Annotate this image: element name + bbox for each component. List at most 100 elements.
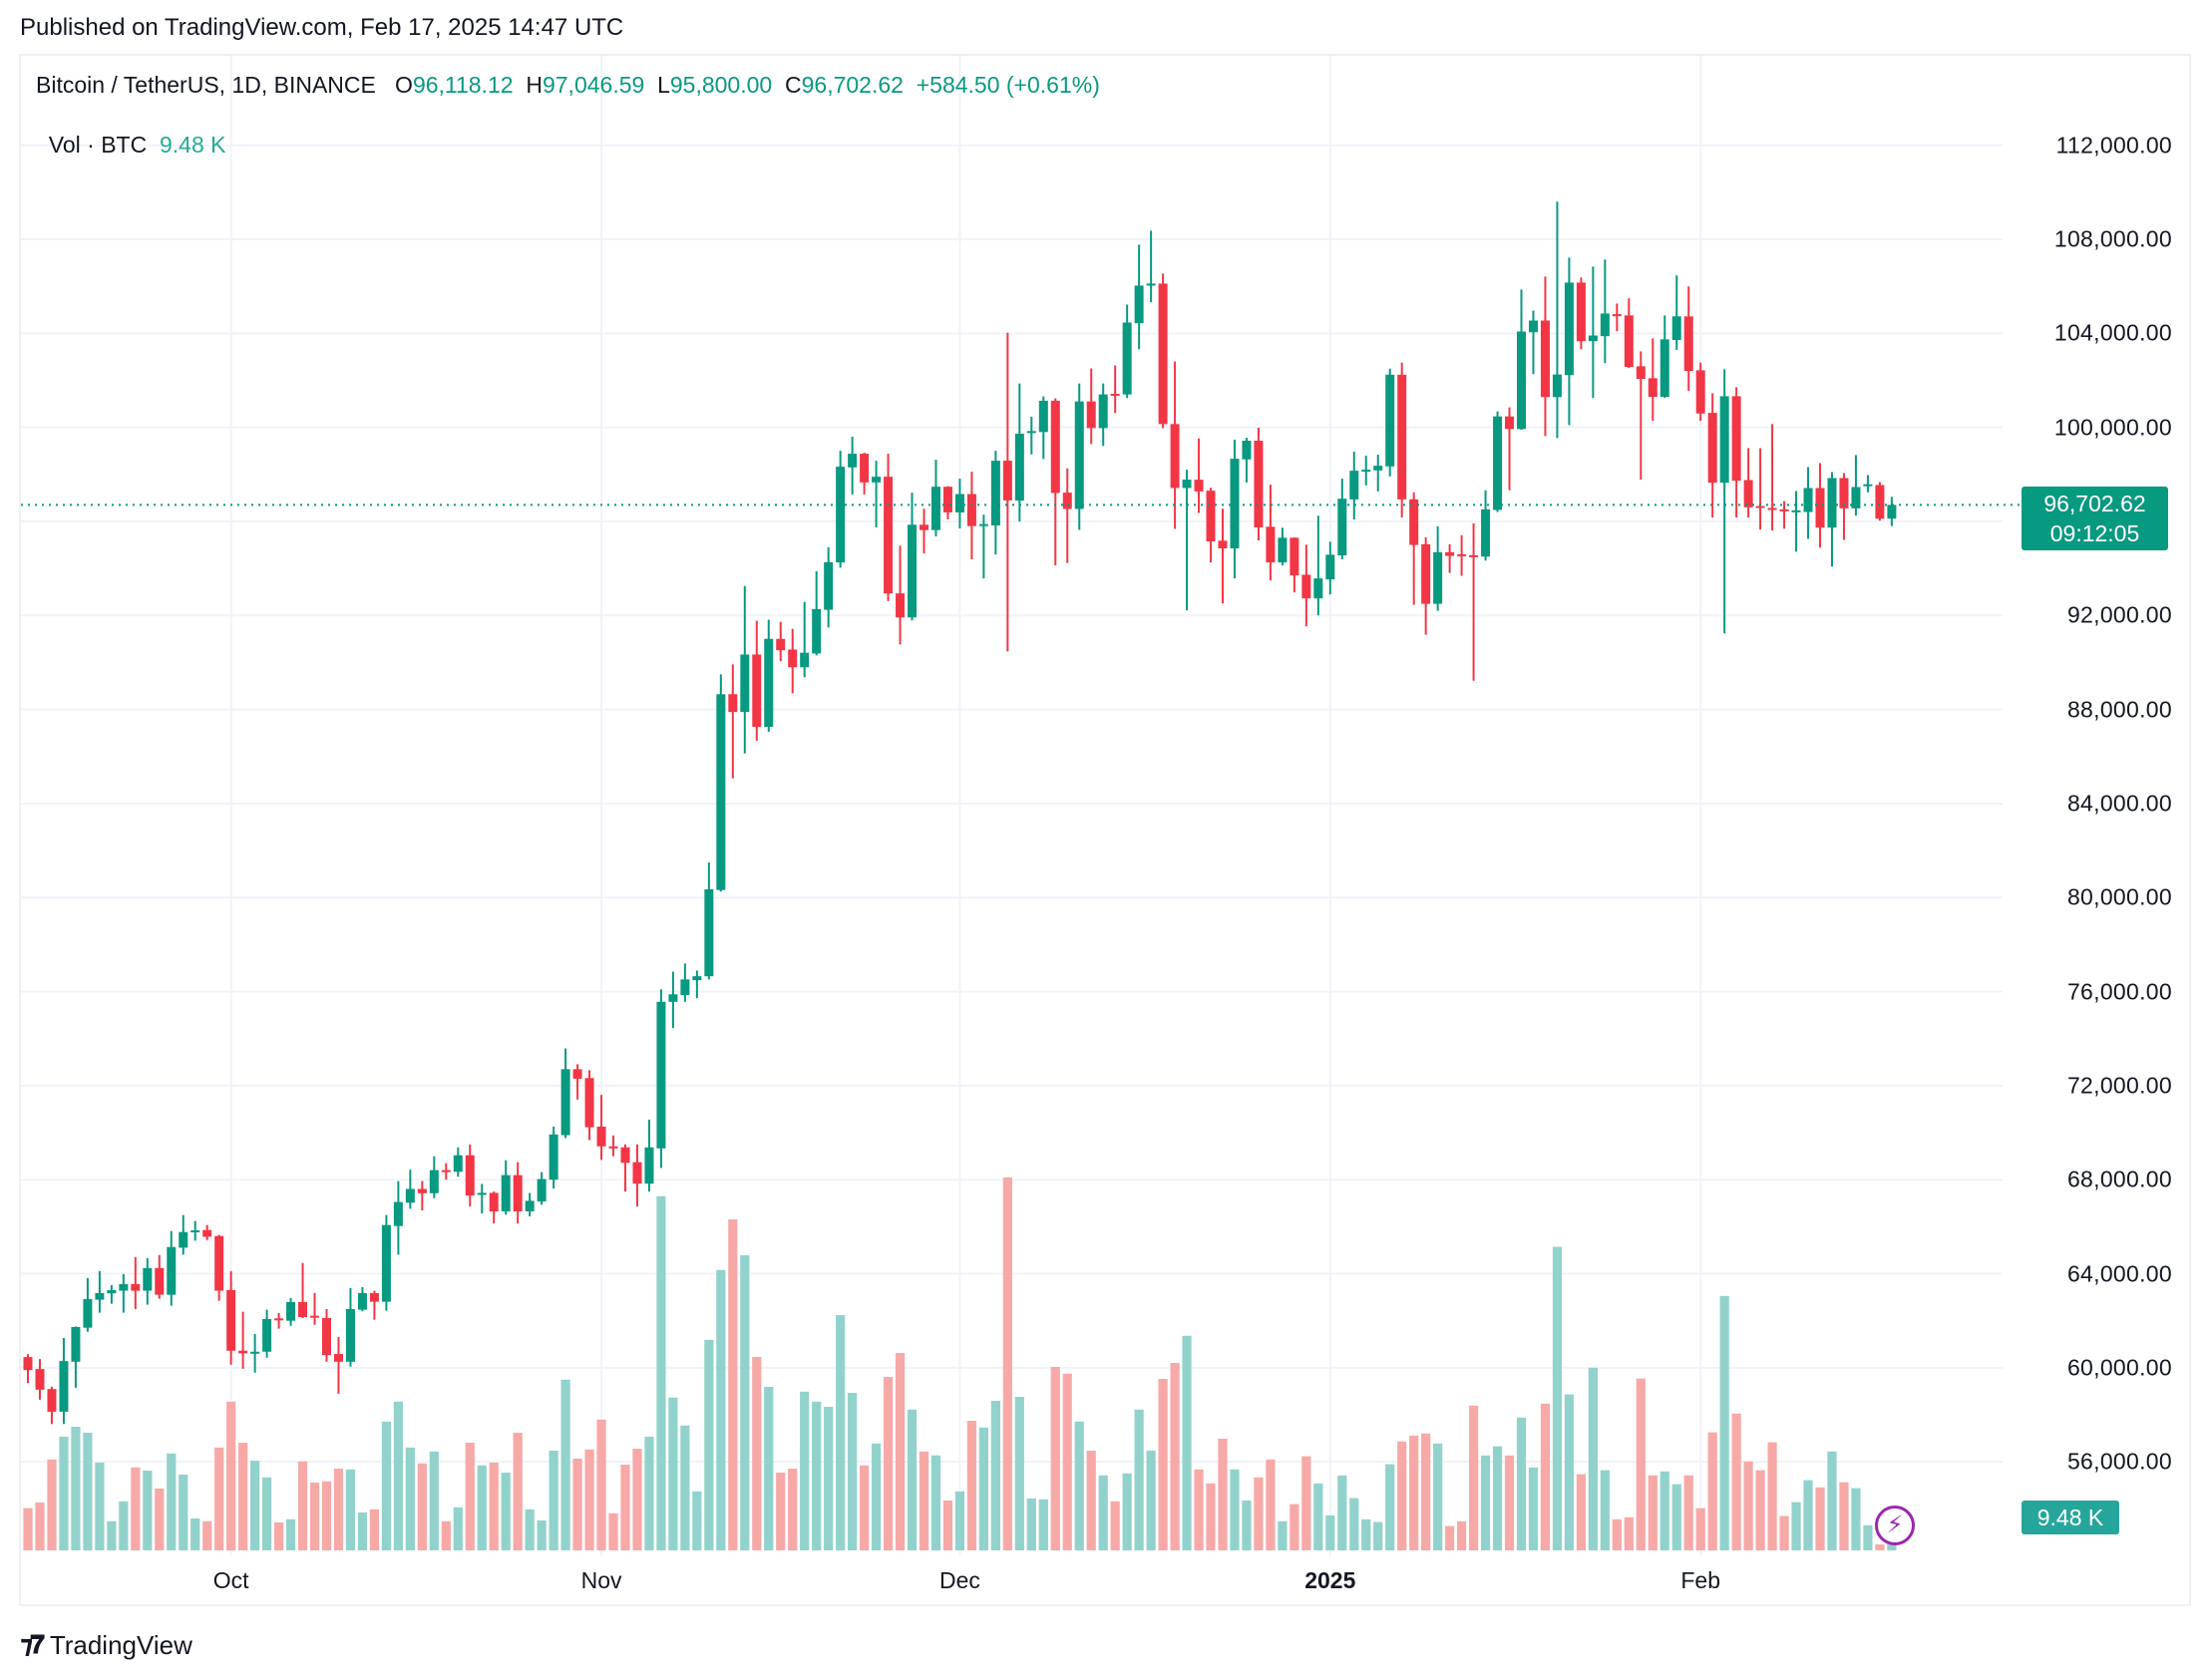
candle-body [990,461,1000,525]
price-tick-label: 104,000.00 [2053,319,2172,346]
open-label: O [395,72,413,98]
time-tick-label: Feb [1680,1567,1721,1593]
volume-bar [752,1357,762,1550]
candle-body [274,1318,284,1321]
volume-bar [1361,1518,1371,1550]
candle [345,1287,355,1367]
volume-bar [357,1512,368,1550]
candle-body [71,1327,81,1362]
candle-body [908,524,918,618]
candle [1098,383,1108,447]
candle [1719,369,1729,634]
volume-bar [1887,1544,1897,1550]
candle [1421,536,1431,635]
candle-body [752,654,762,728]
candle-body [1158,283,1168,425]
candle-body [1014,434,1024,502]
candle-body [322,1317,331,1356]
volume-bar [1134,1409,1144,1550]
volume-bar [1397,1441,1407,1550]
candle-body [740,654,750,713]
candle-body [202,1229,212,1237]
candle [167,1230,177,1306]
candle [1373,455,1383,492]
volume-bar [1457,1520,1467,1550]
candle-body [310,1315,320,1318]
candle [333,1337,343,1394]
volume-value: 9.48 K [159,132,226,158]
volume-bar [1445,1525,1455,1550]
candle [1791,491,1801,552]
volume-bar [1612,1518,1622,1550]
candle-body [966,494,976,526]
volume-bar [155,1489,165,1550]
candle [1409,492,1419,605]
tradingview-logo[interactable]: ⁊𝟕 TradingView [20,1629,192,1661]
volume-bar [309,1483,320,1550]
candle-body [1588,335,1598,342]
volume-bar [1230,1469,1240,1550]
volume-bar [381,1421,391,1550]
price-tick-label: 64,000.00 [2066,1260,2172,1287]
candle [954,479,964,528]
volume-bar [1170,1363,1180,1550]
volume-bar [1755,1470,1765,1550]
candle [896,545,906,645]
volume-bar [333,1469,344,1550]
price-tick-label: 68,000.00 [2066,1166,2172,1192]
candle-body [1469,554,1479,557]
candle [1517,289,1526,431]
symbol-name[interactable]: Bitcoin / TetherUS, 1D, BINANCE [36,72,376,98]
candle-body [35,1369,45,1390]
volume-bar [285,1518,296,1550]
candle-body [1695,370,1705,414]
volume-bar [860,1465,870,1550]
candle [1743,448,1753,518]
volume-bar [1074,1421,1084,1550]
candle [1552,201,1562,439]
volume-bar [167,1453,177,1550]
candle-body [788,649,798,668]
candle-body [131,1283,141,1291]
volume-bar [1254,1477,1264,1550]
symbol-legend[interactable]: Bitcoin / TetherUS, 1D, BINANCE O 96,118.… [36,72,1100,99]
volume-bar [1671,1484,1681,1550]
volume-bar [1875,1544,1885,1550]
candle-body [453,1155,463,1173]
volume-bar [250,1461,260,1550]
volume-bar [501,1473,511,1550]
volume-bar [1851,1488,1861,1550]
candle [1528,310,1538,375]
candle-body [345,1308,355,1362]
candle-body [357,1292,367,1310]
candle [298,1262,308,1318]
candle [1242,438,1252,483]
candle [1648,338,1658,422]
candle-body [1863,484,1873,487]
candle [1576,277,1586,350]
candle-body [441,1170,451,1173]
candle [1827,472,1837,567]
candle [501,1160,511,1215]
volume-bar [1528,1467,1539,1550]
candle-body [1671,316,1681,341]
volume-bar [978,1427,988,1550]
candle [1564,257,1574,426]
candle [1839,473,1849,540]
candle-body [1230,459,1240,549]
candle-body [1755,505,1765,508]
volume-bar [1743,1461,1753,1550]
candle [836,451,846,568]
candle [1683,286,1693,392]
candle-body [1290,537,1299,576]
candle [908,493,918,621]
candle-body [1086,401,1096,429]
volume-legend[interactable]: Vol · BTC 9.48 K [36,105,226,159]
lightning-bolt-icon[interactable]: ⚡ [1875,1506,1915,1545]
volume-bar [1636,1378,1646,1550]
candle [596,1095,606,1161]
candle-body [1779,508,1789,511]
candle [1290,537,1299,593]
candle-body [884,477,894,594]
